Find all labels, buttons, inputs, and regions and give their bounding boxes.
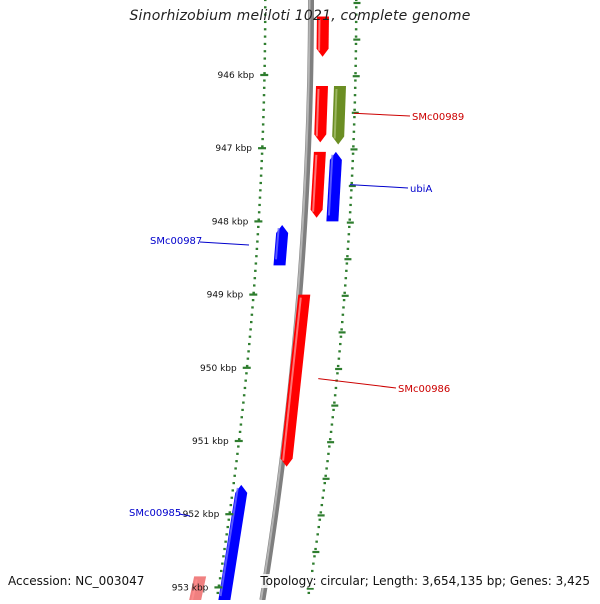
gene-label[interactable]: SMc00989 <box>412 112 464 123</box>
gene-g2[interactable] <box>314 86 328 142</box>
gene-label[interactable]: SMc00986 <box>398 384 450 395</box>
label-leader <box>318 379 396 388</box>
map-title: Sinorhizobium meliloti 1021, complete ge… <box>0 8 600 24</box>
gene-label[interactable]: SMc00985 <box>129 508 181 519</box>
label-leader <box>200 242 249 245</box>
inner-tick-marks <box>307 0 361 593</box>
gene-label[interactable]: SMc00987 <box>150 236 202 247</box>
gene-g3[interactable] <box>332 86 346 145</box>
scale-label: 947 kbp <box>215 144 252 154</box>
gene-g6[interactable] <box>273 225 288 265</box>
gene-label[interactable]: ubiA <box>410 184 432 195</box>
scale-label: 946 kbp <box>218 71 255 81</box>
gene-g5[interactable] <box>326 152 342 222</box>
scale-label: 950 kbp <box>200 364 237 374</box>
gene-g4[interactable] <box>311 152 326 218</box>
gene-g8[interactable] <box>218 485 247 600</box>
scale-label: 949 kbp <box>207 291 244 301</box>
label-leader <box>350 185 408 188</box>
scale-label: 948 kbp <box>212 217 249 227</box>
label-leader <box>354 113 410 116</box>
accession-text: Accession: NC_003047 <box>8 574 144 588</box>
scale-label: 953 kbp <box>172 583 209 593</box>
scale-label: 951 kbp <box>192 437 229 447</box>
genome-summary-text: Topology: circular; Length: 3,654,135 bp… <box>260 574 590 588</box>
